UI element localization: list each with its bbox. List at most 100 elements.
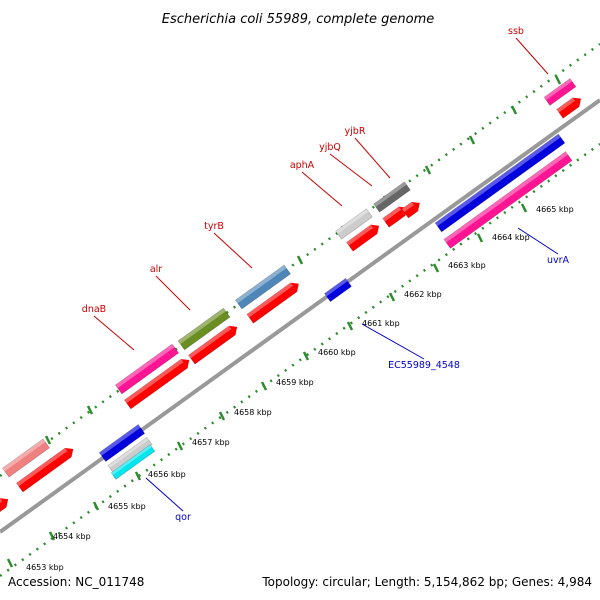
alr-block[interactable] [177,307,231,351]
cds-block[interactable] [0,495,11,513]
tick-label: 4658 kbp [234,408,272,417]
cds-block-face [382,206,406,228]
map-title: Escherichia coli 55989, complete genome [162,12,434,27]
tick-mark [86,405,94,415]
ssb-block-highlight [544,78,573,101]
dnaB-block[interactable] [114,343,180,395]
tick-mark [510,105,518,115]
cds-block[interactable] [401,199,423,219]
tick-mark [388,292,396,302]
uvrA-block-highlight [435,134,561,227]
tick-label: 4655 kbp [108,502,146,511]
tick-label: 4657 kbp [192,438,230,447]
cds-block-highlight [0,498,3,507]
gene-label[interactable]: aphA [290,160,315,171]
tick-label: 4660 kbp [318,348,356,357]
yjbR-block-face [373,181,411,213]
gene-leader-line [301,171,343,207]
tick-mark [302,351,310,361]
unlabeled-forward-gene-block[interactable] [2,438,50,478]
cds-block-highlight [401,202,414,213]
tick-mark [134,471,142,481]
tick-mark [296,255,304,265]
tick-mark [432,263,440,273]
yjbR-block[interactable] [373,181,411,213]
tick-label: 4653 kbp [26,563,64,572]
uvrA-neighbor-block[interactable] [443,151,573,249]
gene-leader-line [517,227,559,255]
uvrA-block[interactable] [434,133,566,233]
ssb-block[interactable] [543,78,577,106]
gene-label[interactable]: uvrA [547,255,570,266]
tyrB-block[interactable] [235,264,291,310]
qor-neighbor-2-block-highlight [111,444,152,476]
gene-label[interactable]: yjbQ [319,142,341,153]
genome-backbone [0,98,600,534]
gene-leader-line [515,37,549,75]
label-layer: ssb yjbR yjbQ aphA tyrB alr dnaB uvrA EC55989_45… [82,26,570,523]
tick-label: 4663 kbp [448,261,486,270]
EC55989_4548-block[interactable] [324,277,352,303]
tyrB-block-face [235,264,291,310]
tick-mark [554,75,562,85]
cds-block[interactable] [123,356,192,410]
yjbR-block-highlight [373,181,407,207]
qor-neighbor-block-highlight [107,437,149,468]
cds-block-highlight [16,447,68,487]
tick-label: 4659 kbp [276,378,314,387]
gene-label[interactable]: ssb [508,26,524,37]
gene-label[interactable]: EC55989_4548 [388,360,460,371]
gene-leader-line [213,232,253,269]
dnaB-block-face [114,343,180,395]
tick-label: 4656 kbp [148,470,186,479]
EC55989_4548-block-highlight [324,278,348,297]
cds-block[interactable] [16,444,76,493]
tick-mark [424,165,432,175]
dnaB-block-highlight [115,344,175,389]
tick-mark [260,381,268,391]
topology-text: Topology: circular; Length: 5,154,862 bp… [261,575,592,589]
gene-label[interactable]: alr [150,264,162,275]
cds-block[interactable] [346,221,383,252]
uvrA-neighbor-block-face [443,151,573,249]
qor-neighbor-2-block-face [110,444,156,480]
cds-block[interactable] [188,322,241,365]
cds-block-highlight [346,224,374,246]
reverse-tick-track [0,142,600,578]
aphA-block[interactable] [335,208,373,240]
cds-block[interactable] [556,94,585,119]
unlabeled-forward-gene-block-highlight [2,438,46,472]
gene-label[interactable]: dnaB [82,304,106,315]
tick-mark [346,321,354,331]
uvrA-neighbor-block-highlight [443,151,568,243]
EC55989_4548-block-face [324,277,352,303]
cds-block-highlight [556,97,576,113]
alr-block-face [177,307,231,351]
ssb-block-face [543,78,577,106]
qor-block-highlight [99,424,141,456]
aphA-block-highlight [335,208,369,234]
gene-leader-line [354,137,391,179]
qor-block[interactable] [98,424,146,462]
qor-neighbor-2-block[interactable] [110,444,156,480]
cds-layer [0,94,585,513]
feature-layer [2,78,577,480]
cds-block[interactable] [246,279,302,324]
tick-mark [476,233,484,243]
gene-label[interactable]: yjbR [345,126,366,137]
tick-label: 4661 kbp [362,319,400,328]
tick-mark [468,135,476,145]
cds-arrow-head [65,447,74,457]
cds-arrow-head [0,498,9,508]
tick-mark [48,531,56,541]
gene-label[interactable]: qor [175,512,191,523]
unlabeled-forward-gene-block-face [2,438,50,478]
cds-block-highlight [382,206,402,222]
alr-block-highlight [178,308,226,345]
tyrB-block-highlight [235,264,287,304]
cds-arrow-head [411,202,420,211]
gene-leader-line [329,153,373,187]
uvrA-block-face [434,133,566,233]
gene-label[interactable]: tyrB [204,221,224,232]
